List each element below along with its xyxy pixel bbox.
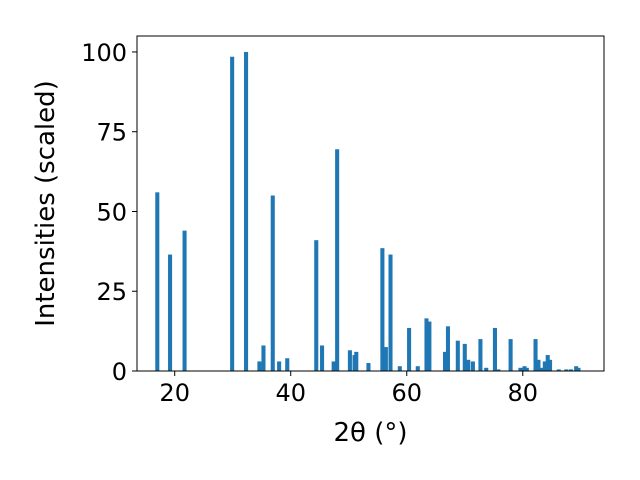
bar — [230, 56, 235, 372]
bar — [462, 343, 467, 371]
y-tick-label: 25 — [96, 278, 127, 306]
bar — [407, 327, 412, 371]
bar — [366, 363, 371, 371]
bar — [484, 367, 489, 371]
bar — [540, 367, 545, 371]
bar — [335, 149, 340, 371]
bar — [261, 345, 266, 371]
bar — [415, 366, 420, 371]
bar — [277, 361, 282, 371]
bar — [478, 339, 483, 371]
x-tick-label: 40 — [275, 379, 306, 407]
y-axis-label: Intensities (scaled) — [31, 80, 61, 327]
bar — [508, 339, 513, 371]
bar — [182, 230, 187, 371]
bar — [168, 254, 173, 371]
bar — [244, 51, 249, 371]
x-tick-label: 80 — [508, 379, 539, 407]
bar — [556, 369, 561, 371]
x-axis-label: 2θ (°) — [333, 418, 407, 448]
bar — [397, 366, 402, 371]
bar — [455, 340, 460, 371]
bar — [257, 361, 262, 371]
bar — [568, 369, 573, 371]
plot-frame — [136, 35, 605, 372]
y-tick-label: 100 — [81, 39, 127, 67]
bar — [270, 195, 275, 371]
bar — [383, 347, 388, 371]
bar — [466, 359, 471, 371]
bar — [574, 366, 579, 371]
bar — [536, 359, 541, 371]
bar — [320, 345, 325, 371]
bar — [427, 321, 432, 371]
bar — [576, 367, 581, 371]
bar — [496, 369, 501, 371]
bar — [155, 192, 160, 371]
bar — [347, 350, 352, 371]
bar — [492, 327, 497, 371]
bar — [285, 358, 290, 371]
bar — [443, 351, 448, 371]
axis-ticks: 20 40 60 80 0 25 50 75 100 — [81, 39, 538, 407]
bar — [564, 369, 569, 371]
x-tick-label: 60 — [391, 379, 422, 407]
bar — [548, 359, 553, 371]
bar — [518, 367, 523, 371]
bar — [388, 254, 393, 371]
x-tick-label: 20 — [159, 379, 190, 407]
bar — [314, 240, 319, 371]
bar — [522, 366, 527, 371]
bar — [445, 326, 450, 371]
bar — [524, 367, 529, 371]
bar — [545, 355, 550, 371]
y-tick-label: 0 — [112, 358, 127, 386]
bar-series — [155, 51, 581, 372]
bar — [354, 351, 359, 371]
bar — [380, 248, 385, 371]
bar — [542, 361, 547, 371]
bar — [533, 339, 538, 371]
bar — [424, 318, 429, 371]
bar — [470, 361, 475, 371]
y-tick-label: 50 — [96, 198, 127, 226]
y-tick-label: 75 — [96, 119, 127, 147]
bar — [331, 361, 336, 371]
